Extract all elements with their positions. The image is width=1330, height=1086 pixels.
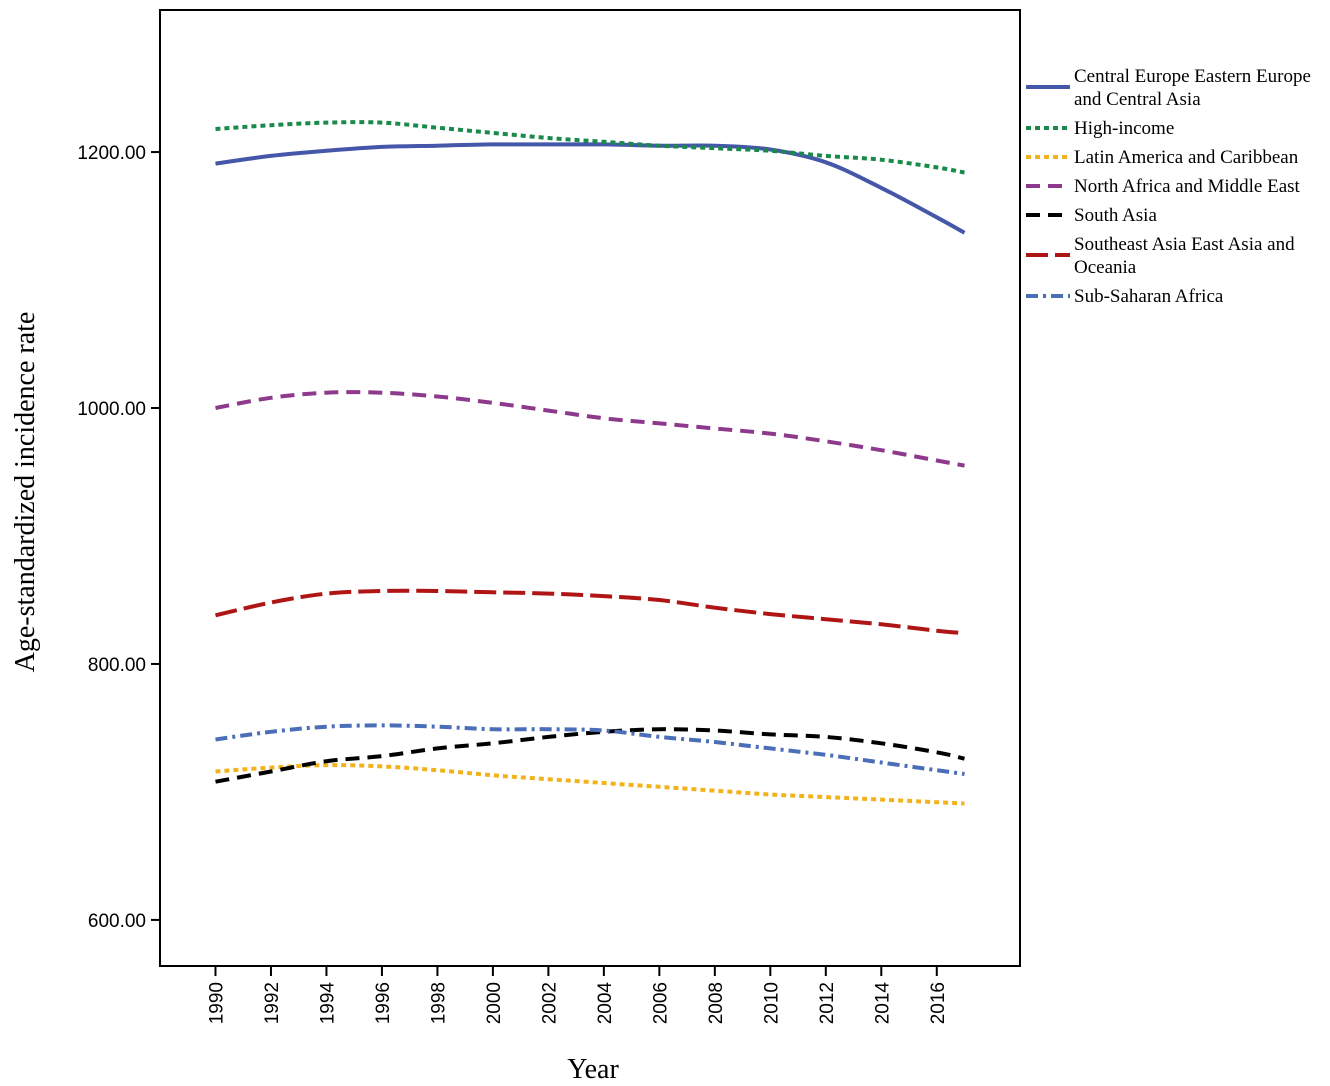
legend-label: South Asia [1074,205,1157,226]
x-tick-label: 2000 [484,982,505,1024]
x-tick-label: 2006 [650,982,671,1024]
legend-label: Central Europe Eastern Europe and Central… [1074,66,1311,110]
x-tick-label: 1992 [262,982,283,1024]
series-line [215,763,965,806]
x-tick-label: 2012 [817,982,838,1024]
y-axis-title: Age-standardized incidence rate [10,312,41,673]
x-tick-label: 2002 [539,982,560,1024]
series-line [215,142,966,235]
x-axis: 1990 1992 1994 1996 1998 2000 2002 2004 2006 2008… [206,966,949,1025]
x-tick-label: 1990 [206,982,227,1024]
y-axis: 600.00 800.00 1000.00 1200.00 [77,143,160,932]
plot-frame [159,9,1021,967]
series-line [215,588,965,636]
x-axis-title: Year [567,1054,619,1085]
x-tick-label: 1998 [428,982,449,1024]
y-tick-label: 1200.00 [77,143,146,164]
legend-label: Latin America and Caribbean [1074,147,1299,168]
series-layer [215,120,966,806]
x-tick-label: 2004 [595,982,616,1025]
legend-label: High-income [1074,118,1174,139]
x-tick-label: 1994 [317,982,338,1025]
legend-label: Sub-Saharan Africa [1074,286,1224,307]
series-line [215,120,965,175]
y-tick-label: 1000.00 [77,399,146,420]
x-tick-label: 2008 [706,982,727,1024]
series-line [215,390,965,468]
series-line [215,723,965,776]
x-tick-label: 1996 [373,982,394,1024]
series-line [215,727,965,784]
x-tick-label: 2014 [872,982,893,1025]
legend-label: Southeast Asia East Asia and Oceania [1074,234,1295,278]
legend-label: North Africa and Middle East [1074,176,1301,197]
y-tick-label: 600.00 [88,911,146,932]
y-tick-label: 800.00 [88,655,146,676]
x-tick-label: 2016 [928,982,949,1024]
legend: Central Europe Eastern Europe and Central… [1026,66,1311,307]
x-tick-label: 2010 [761,982,782,1024]
